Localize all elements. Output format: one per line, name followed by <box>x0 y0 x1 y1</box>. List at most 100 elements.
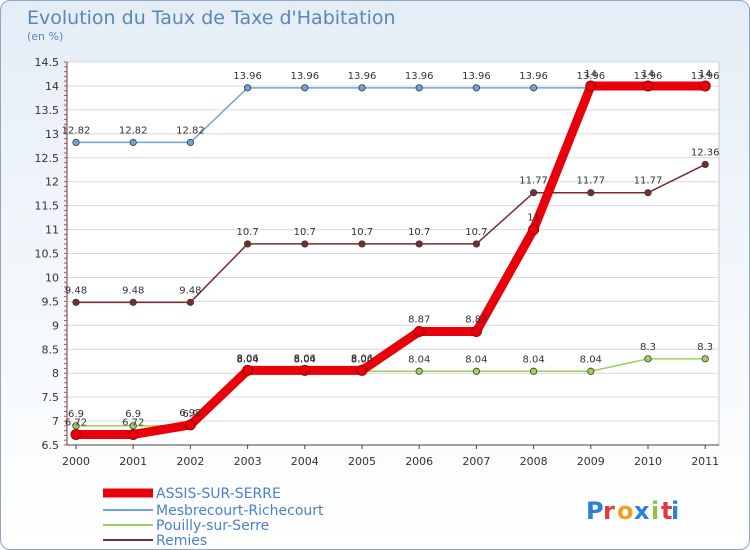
data-label: 10.7 <box>408 227 430 238</box>
data-label: 8.3 <box>640 342 656 353</box>
y-tick-label: 11.5 <box>35 200 60 213</box>
data-label: 6.92 <box>179 408 201 419</box>
logo-letter: P <box>586 497 604 525</box>
data-label: 10.7 <box>465 227 487 238</box>
legend-label: ASSIS-SUR-SERRE <box>156 486 281 502</box>
data-point <box>244 240 252 248</box>
data-point <box>472 84 480 92</box>
data-label: 13.96 <box>290 71 319 82</box>
data-label: 12.82 <box>176 125 205 136</box>
data-point <box>129 298 137 306</box>
data-label: 14 <box>584 69 597 80</box>
logo-letter: t <box>661 497 672 525</box>
data-label: 8.06 <box>294 353 316 364</box>
data-point <box>644 355 652 363</box>
data-label: 6.9 <box>182 409 198 420</box>
chart-title: Evolution du Taux de Taxe d'Habitation <box>27 7 396 29</box>
data-point <box>642 80 654 92</box>
data-label: 8.04 <box>408 354 430 365</box>
data-point <box>529 84 538 92</box>
data-label: 8.04 <box>580 354 602 365</box>
x-tick-label: 2005 <box>348 455 376 468</box>
y-tick-label: 12.5 <box>35 152 60 165</box>
y-tick-label: 7.5 <box>42 391 60 404</box>
data-point <box>699 80 711 92</box>
legend-item: Remies <box>103 533 207 549</box>
data-point <box>301 240 309 248</box>
y-tick-label: 7 <box>52 415 59 428</box>
y-tick-label: 8 <box>52 367 59 380</box>
data-label: 13.96 <box>634 71 663 82</box>
data-label: 13.96 <box>576 71 605 82</box>
data-point <box>644 189 652 197</box>
x-tick-label: 2006 <box>405 455 433 468</box>
data-label: 8.04 <box>522 354 544 365</box>
y-tick-label: 10 <box>45 271 59 284</box>
x-tick-label: 2009 <box>577 455 605 468</box>
data-point <box>301 84 309 92</box>
data-point <box>415 240 423 248</box>
y-tick-label: 6.5 <box>42 439 60 452</box>
data-point <box>413 326 425 338</box>
data-point <box>186 298 194 306</box>
x-tick-label: 2011 <box>691 455 719 468</box>
x-tick-label: 2010 <box>634 455 662 468</box>
data-point <box>129 138 137 147</box>
x-tick-label: 2002 <box>176 455 204 468</box>
data-point <box>585 80 597 92</box>
data-label: 8.04 <box>294 354 316 365</box>
data-point <box>470 326 482 338</box>
logo-letter: r <box>603 497 615 525</box>
data-label: 8.3 <box>697 342 713 353</box>
data-point <box>528 224 540 236</box>
data-point <box>299 364 311 376</box>
series-line-remies <box>75 163 706 304</box>
data-label: 8.87 <box>408 315 430 326</box>
x-tick-label: 2007 <box>462 455 490 468</box>
data-label: 8.04 <box>465 354 487 365</box>
y-tick-label: 11 <box>45 224 59 237</box>
x-tick-label: 2001 <box>119 455 147 468</box>
data-label: 6.9 <box>125 409 141 420</box>
data-label: 13.96 <box>519 71 548 82</box>
data-label: 11.77 <box>634 176 663 187</box>
logo-letter: x <box>634 497 650 525</box>
data-point <box>127 428 139 440</box>
data-label: 6.9 <box>68 409 84 420</box>
data-label: 11.77 <box>519 176 548 187</box>
data-point <box>242 364 254 376</box>
data-point <box>186 138 194 147</box>
data-point <box>415 84 423 92</box>
data-label: 12.82 <box>119 125 148 136</box>
data-label: 13.96 <box>405 71 434 82</box>
data-point <box>529 367 538 375</box>
data-point <box>244 84 252 92</box>
data-label: 13.96 <box>348 71 377 82</box>
x-tick-label: 2003 <box>234 455 262 468</box>
legend-item: Mesbrecourt-Richecourt <box>103 503 324 519</box>
data-point <box>587 189 595 197</box>
data-label: 6.72 <box>65 417 87 428</box>
x-tick-label: 2008 <box>520 455 548 468</box>
data-point <box>358 84 366 92</box>
data-point <box>184 419 196 431</box>
logo-letter: i <box>671 497 679 525</box>
data-label: 8.04 <box>236 354 258 365</box>
data-point <box>701 355 709 363</box>
data-label: 13.96 <box>462 71 491 82</box>
data-point <box>415 367 423 375</box>
series-line-assis-sur-serre <box>71 81 710 439</box>
y-tick-label: 8.5 <box>42 343 60 356</box>
data-label: 8.04 <box>351 354 373 365</box>
y-tick-label: 12 <box>45 176 59 189</box>
legend-label: Pouilly-sur-Serre <box>156 518 269 534</box>
x-tick-label: 2004 <box>291 455 319 468</box>
data-label: 12.82 <box>62 125 91 136</box>
data-point <box>587 367 595 375</box>
data-label: 9.48 <box>65 285 87 296</box>
data-label: 8.06 <box>351 353 373 364</box>
legend-label: Remies <box>156 533 207 549</box>
y-tick-label: 14.5 <box>35 56 60 69</box>
data-label: 11.77 <box>576 176 605 187</box>
